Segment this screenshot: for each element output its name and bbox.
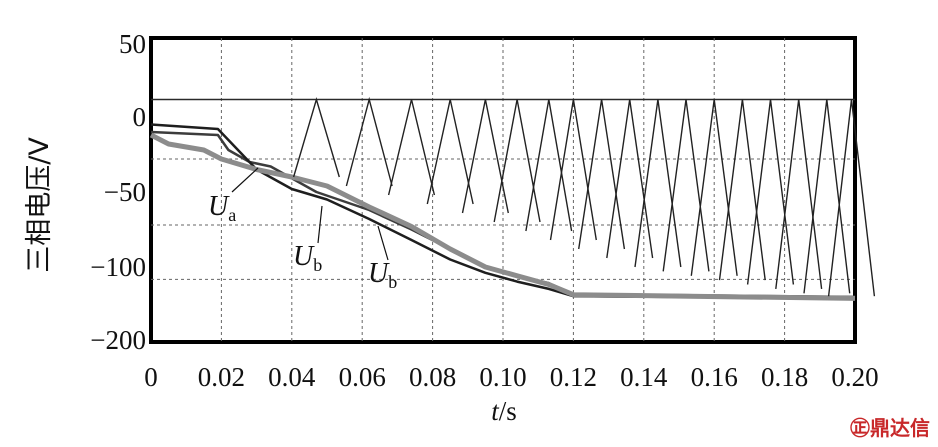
y-axis-label: 三相电压/V (24, 137, 55, 273)
x-tick-label: 0.14 (620, 362, 668, 392)
series-group (149, 96, 876, 301)
x-axis-label: t/s (491, 396, 517, 426)
x-tick-labels: 0 0.02 0.04 0.06 0.08 0.10 0.12 0.14 0.16 0.18 0.2… (144, 362, 878, 392)
oscillation-wave (746, 99, 795, 285)
series-callout-label: Ub (293, 241, 322, 275)
oscillation-wave (525, 99, 573, 232)
oscillation-wave (690, 99, 738, 276)
oscillation-wave (606, 99, 654, 259)
series-callout-label: Ub (368, 258, 397, 292)
series-callout-label: Ua (208, 191, 236, 225)
y-tick-labels: 50 0 −50 −100 −200 (90, 29, 146, 355)
y-tick-label: −200 (90, 325, 146, 355)
oscillation-wave (345, 96, 393, 187)
x-axis-label-unit: /s (499, 396, 517, 426)
x-tick-label: 0.10 (479, 362, 526, 392)
watermark-logo: ㊣鼎达信 (850, 416, 930, 440)
y-tick-label: −100 (90, 252, 146, 282)
callouts: Ua Ub Ub (208, 167, 397, 292)
callout-leader (317, 205, 323, 244)
x-tick-label: 0.12 (550, 362, 597, 392)
oscillation-wave (718, 99, 766, 281)
x-tick-label: 0.02 (198, 362, 245, 392)
x-tick-label: 0.06 (339, 362, 386, 392)
callout-leader (231, 167, 259, 193)
oscillation-wave (803, 99, 851, 294)
x-tick-label: 0.20 (831, 362, 878, 392)
oscillation-wave (461, 99, 509, 214)
x-axis-label-symbol: t (491, 396, 500, 426)
oscillation-wave (662, 99, 710, 272)
callout-leader (377, 225, 389, 261)
x-tick-label: 0.18 (761, 362, 808, 392)
grid (151, 38, 855, 342)
x-tick-label: 0 (144, 362, 158, 392)
y-tick-label: 0 (133, 102, 147, 132)
oscillation-wave (387, 99, 436, 196)
x-tick-label: 0.04 (268, 362, 316, 392)
oscillation-wave (827, 99, 876, 297)
oscillation-wave (549, 99, 597, 241)
oscillation-wave (292, 97, 340, 178)
x-tick-label: 0.16 (691, 362, 738, 392)
y-tick-label: −50 (104, 177, 146, 207)
oscillation-wave (634, 99, 682, 268)
oscillation-wave (493, 99, 541, 223)
y-tick-label: 50 (119, 29, 146, 59)
series-line (149, 132, 856, 301)
oscillation-wave (578, 99, 626, 250)
oscillation-wave (775, 99, 823, 289)
oscillation-wave (426, 99, 474, 205)
x-tick-label: 0.08 (409, 362, 456, 392)
